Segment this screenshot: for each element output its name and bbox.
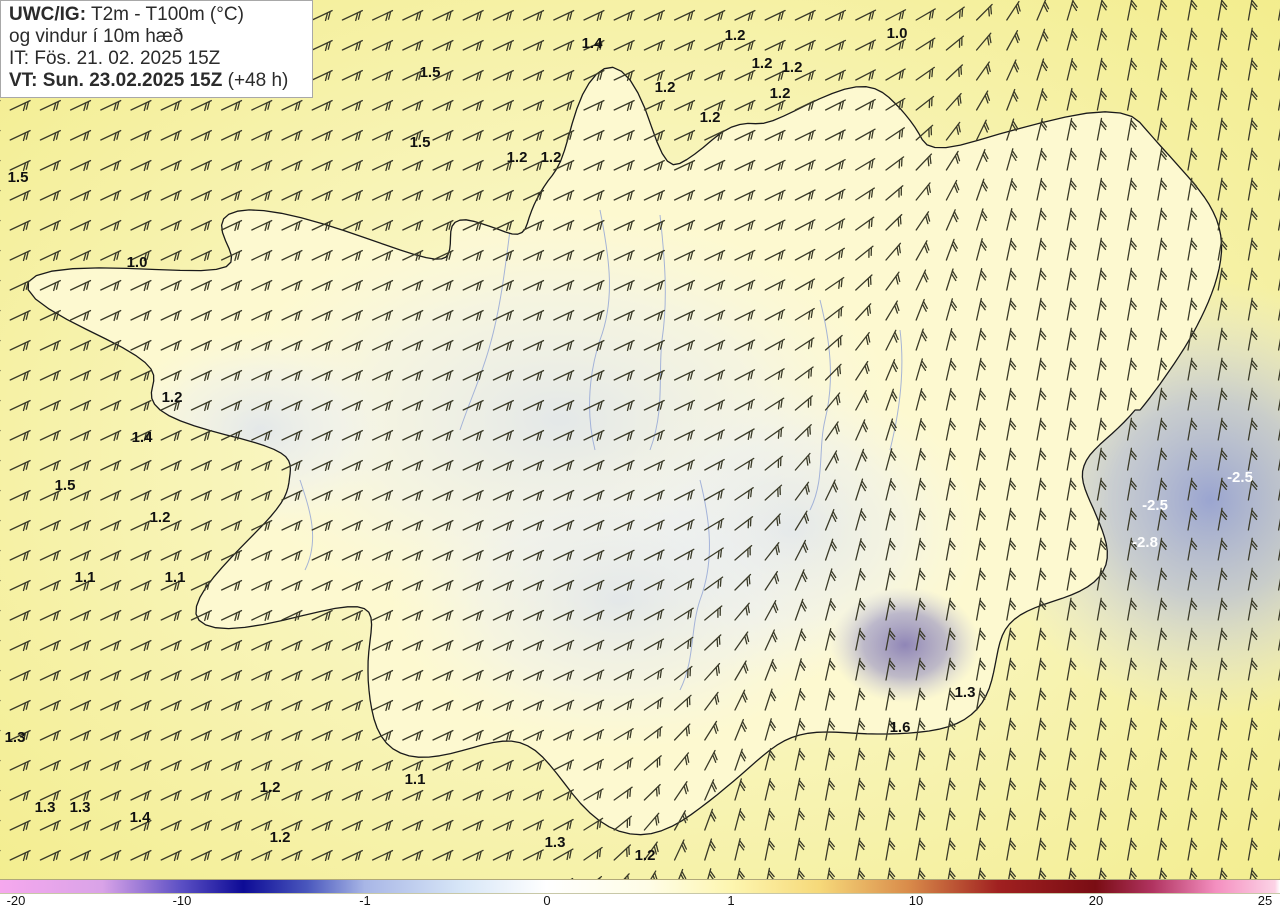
svg-text:1.5: 1.5 bbox=[420, 64, 441, 81]
svg-text:1.2: 1.2 bbox=[150, 509, 171, 526]
svg-text:1.2: 1.2 bbox=[260, 779, 281, 796]
svg-text:1.2: 1.2 bbox=[162, 389, 183, 406]
svg-text:1.2: 1.2 bbox=[541, 149, 562, 166]
svg-text:1.1: 1.1 bbox=[405, 771, 426, 788]
svg-text:1.3: 1.3 bbox=[5, 729, 26, 746]
svg-text:1.2: 1.2 bbox=[635, 847, 656, 864]
svg-text:1.4: 1.4 bbox=[132, 429, 154, 446]
svg-text:1.1: 1.1 bbox=[75, 569, 96, 586]
svg-text:-2.5: -2.5 bbox=[1142, 497, 1168, 514]
svg-text:1.5: 1.5 bbox=[55, 477, 76, 494]
svg-text:1.1: 1.1 bbox=[165, 569, 186, 586]
svg-text:1.2: 1.2 bbox=[700, 109, 721, 126]
svg-text:1.4: 1.4 bbox=[582, 35, 604, 52]
svg-text:1.4: 1.4 bbox=[130, 809, 152, 826]
svg-text:1.0: 1.0 bbox=[887, 25, 908, 42]
svg-text:-2.8: -2.8 bbox=[1132, 534, 1158, 551]
svg-text:1.5: 1.5 bbox=[8, 169, 29, 186]
svg-text:1.2: 1.2 bbox=[782, 59, 803, 76]
svg-text:1.5: 1.5 bbox=[410, 134, 431, 151]
svg-text:1.3: 1.3 bbox=[955, 684, 976, 701]
svg-text:1.2: 1.2 bbox=[655, 79, 676, 96]
svg-text:1.3: 1.3 bbox=[35, 799, 56, 816]
svg-text:1.2: 1.2 bbox=[507, 149, 528, 166]
svg-text:1.2: 1.2 bbox=[725, 27, 746, 44]
svg-text:1.0: 1.0 bbox=[127, 254, 148, 271]
svg-text:1.2: 1.2 bbox=[770, 85, 791, 102]
svg-text:1.3: 1.3 bbox=[70, 799, 91, 816]
svg-text:1.2: 1.2 bbox=[752, 55, 773, 72]
svg-text:-2.5: -2.5 bbox=[1227, 469, 1253, 486]
svg-text:1.6: 1.6 bbox=[890, 719, 911, 736]
svg-text:1.3: 1.3 bbox=[545, 834, 566, 851]
svg-text:1.2: 1.2 bbox=[270, 829, 291, 846]
